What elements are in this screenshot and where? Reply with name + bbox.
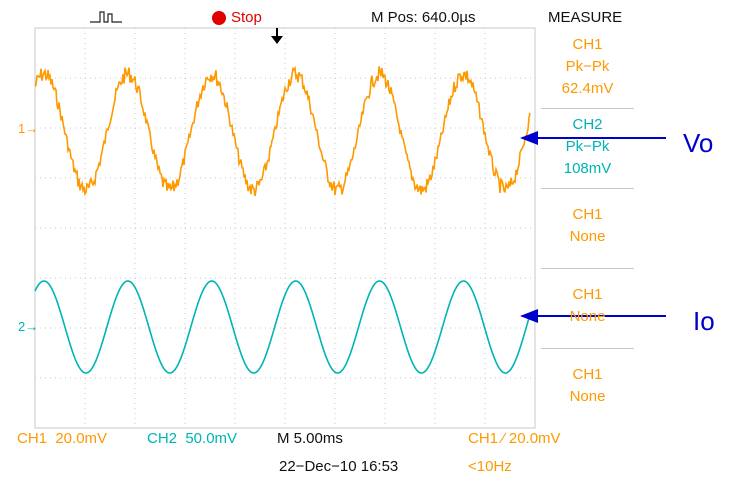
measure-separator	[541, 268, 634, 269]
io-label: Io	[693, 306, 715, 336]
horizontal-position-readout: M Pos: 640.0µs	[371, 9, 476, 26]
ch1-scale-readout: CH1 20.0mV	[17, 430, 108, 447]
measure-slot-2[interactable]: CH2 Pk−Pk 108mV	[541, 114, 634, 180]
measure-slot-1[interactable]: CH1 Pk−Pk 62.4mV	[541, 34, 634, 100]
io-arrow-head	[520, 309, 538, 323]
measure-separator	[541, 188, 634, 189]
trigger-level-readout: CH1 ∕ 20.0mV	[468, 430, 561, 447]
measure-slot-2-source: CH2	[572, 116, 603, 133]
measure-slot-1-source: CH1	[572, 36, 603, 53]
measure-separator	[541, 348, 634, 349]
measure-slot-2-type: Pk−Pk	[565, 138, 610, 155]
measure-slot-4-source: CH1	[572, 286, 603, 303]
ch2-ground-marker: 2→	[18, 319, 39, 334]
measure-slot-4[interactable]: CH1 None	[541, 284, 634, 328]
measure-slot-5-source: CH1	[572, 366, 603, 383]
measure-slot-1-value: 62.4mV	[561, 80, 614, 97]
timebase-readout: M 5.00ms	[277, 430, 343, 447]
measure-slot-2-value: 108mV	[563, 160, 612, 177]
ch1-ground-marker: 1→	[18, 121, 39, 136]
vo-label: Vo	[683, 128, 714, 158]
graticule-grid	[35, 28, 535, 428]
measure-slot-5[interactable]: CH1 None	[541, 364, 634, 408]
measure-slot-3-type: None	[569, 228, 606, 245]
state-label: Stop	[231, 9, 262, 26]
ch2-scale-readout: CH2 50.0mV	[147, 430, 238, 447]
date-time-readout: 22−Dec−10 16:53	[279, 458, 399, 475]
measure-slot-1-type: Pk−Pk	[565, 58, 610, 75]
measure-slot-3-source: CH1	[572, 206, 603, 223]
measure-slot-4-type: None	[569, 308, 606, 325]
ch1-waveform	[34, 65, 531, 197]
measure-menu-title[interactable]: MEASURE	[548, 9, 623, 26]
ch2-waveform	[34, 280, 531, 374]
trigger-frequency-readout: <10Hz	[468, 458, 512, 475]
measure-slot-5-type: None	[569, 388, 606, 405]
measure-separator	[541, 108, 634, 109]
measure-slot-3[interactable]: CH1 None	[541, 204, 634, 248]
stop-indicator-icon	[212, 11, 226, 25]
vo-arrow-head	[520, 131, 538, 145]
trigger-waveform-icon	[90, 11, 122, 23]
trigger-position-marker	[271, 28, 283, 44]
